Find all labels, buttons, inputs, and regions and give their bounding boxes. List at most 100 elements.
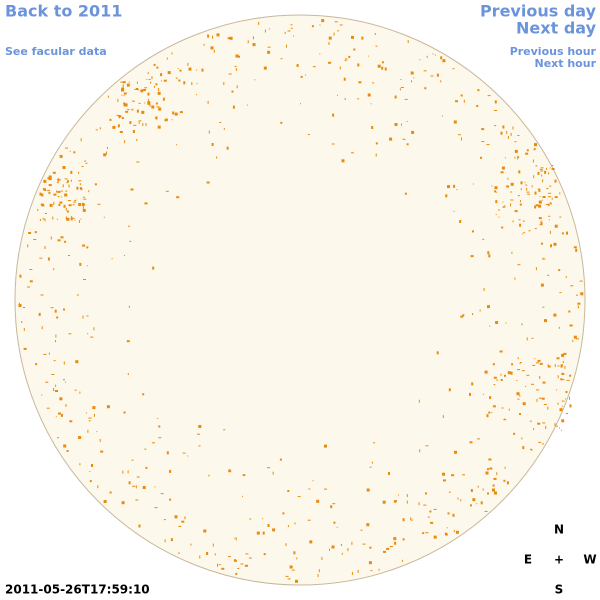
facula: [198, 445, 201, 447]
facula: [234, 65, 237, 67]
facula: [500, 373, 502, 376]
facula: [545, 426, 547, 429]
facula: [23, 307, 25, 308]
back-link[interactable]: Back to 2011: [5, 2, 122, 21]
previous-day-link[interactable]: Previous day: [480, 2, 597, 21]
facula: [479, 309, 481, 312]
facula: [324, 444, 327, 448]
facula: [561, 353, 565, 357]
facula: [196, 83, 198, 85]
facula: [122, 470, 124, 474]
facula: [70, 217, 73, 221]
facula: [461, 137, 462, 141]
facula: [252, 43, 256, 47]
facula: [469, 441, 473, 444]
facula: [524, 181, 526, 183]
next-hour-link[interactable]: Next hour: [535, 57, 597, 70]
facula: [531, 185, 533, 188]
facula: [339, 66, 341, 70]
facula: [123, 92, 127, 95]
facula: [187, 62, 189, 66]
facula: [512, 220, 514, 223]
facula: [53, 268, 55, 271]
facula: [103, 216, 105, 218]
facula: [62, 166, 66, 169]
facula: [418, 502, 420, 506]
facula: [433, 508, 437, 510]
facula: [308, 488, 311, 490]
facula: [65, 207, 67, 211]
facula: [517, 195, 520, 197]
facula: [60, 413, 63, 417]
facula: [50, 307, 54, 309]
facula: [357, 63, 360, 67]
facula: [469, 392, 471, 396]
facula: [38, 312, 41, 316]
facula: [492, 484, 495, 487]
facula: [68, 255, 70, 256]
facula: [99, 438, 101, 442]
facula: [561, 232, 564, 235]
facula: [436, 73, 439, 77]
facula: [71, 217, 75, 219]
facula: [480, 501, 483, 505]
facula: [563, 352, 567, 355]
facula: [235, 68, 237, 71]
next-day-link[interactable]: Next day: [516, 19, 597, 38]
facula: [103, 500, 107, 503]
facula: [471, 382, 474, 386]
facula: [361, 36, 364, 40]
facula: [375, 153, 377, 157]
facula: [519, 203, 522, 206]
facula: [324, 488, 327, 490]
facula: [544, 319, 547, 323]
facula: [41, 326, 43, 330]
facula: [286, 44, 287, 48]
facula: [456, 189, 458, 191]
facula: [203, 43, 205, 46]
facula: [580, 292, 584, 296]
facula: [42, 217, 44, 220]
facula: [175, 77, 178, 79]
facula: [34, 231, 37, 234]
facula: [93, 327, 95, 331]
facula: [44, 189, 47, 191]
facula: [127, 470, 129, 474]
facula: [206, 181, 210, 184]
facula: [455, 100, 458, 103]
facula: [520, 181, 523, 185]
facular-link[interactable]: See facular data: [5, 45, 107, 58]
facula: [97, 485, 99, 489]
facula: [79, 262, 82, 266]
facula: [445, 194, 448, 198]
facula: [29, 280, 33, 283]
facula: [157, 418, 159, 419]
facula: [149, 103, 151, 107]
facula: [246, 104, 248, 106]
facula: [426, 55, 428, 58]
facula: [538, 200, 542, 204]
facula: [170, 538, 173, 542]
facula: [554, 224, 558, 228]
facula: [106, 405, 110, 409]
facula: [462, 314, 465, 317]
facula: [125, 110, 129, 113]
facula: [457, 497, 459, 500]
facula: [482, 238, 485, 240]
facula: [83, 198, 87, 200]
facula: [539, 196, 541, 198]
facula: [477, 485, 479, 488]
facula: [566, 379, 570, 381]
facula: [155, 83, 158, 86]
facula: [153, 85, 155, 88]
facula: [91, 464, 93, 467]
facula: [494, 491, 497, 495]
facula: [531, 383, 534, 385]
facula: [267, 46, 271, 48]
facula: [542, 179, 544, 183]
facula: [158, 88, 160, 91]
facula: [455, 530, 459, 534]
facula: [576, 338, 579, 340]
previous-hour-link[interactable]: Previous hour: [510, 45, 597, 58]
facula: [240, 563, 244, 565]
